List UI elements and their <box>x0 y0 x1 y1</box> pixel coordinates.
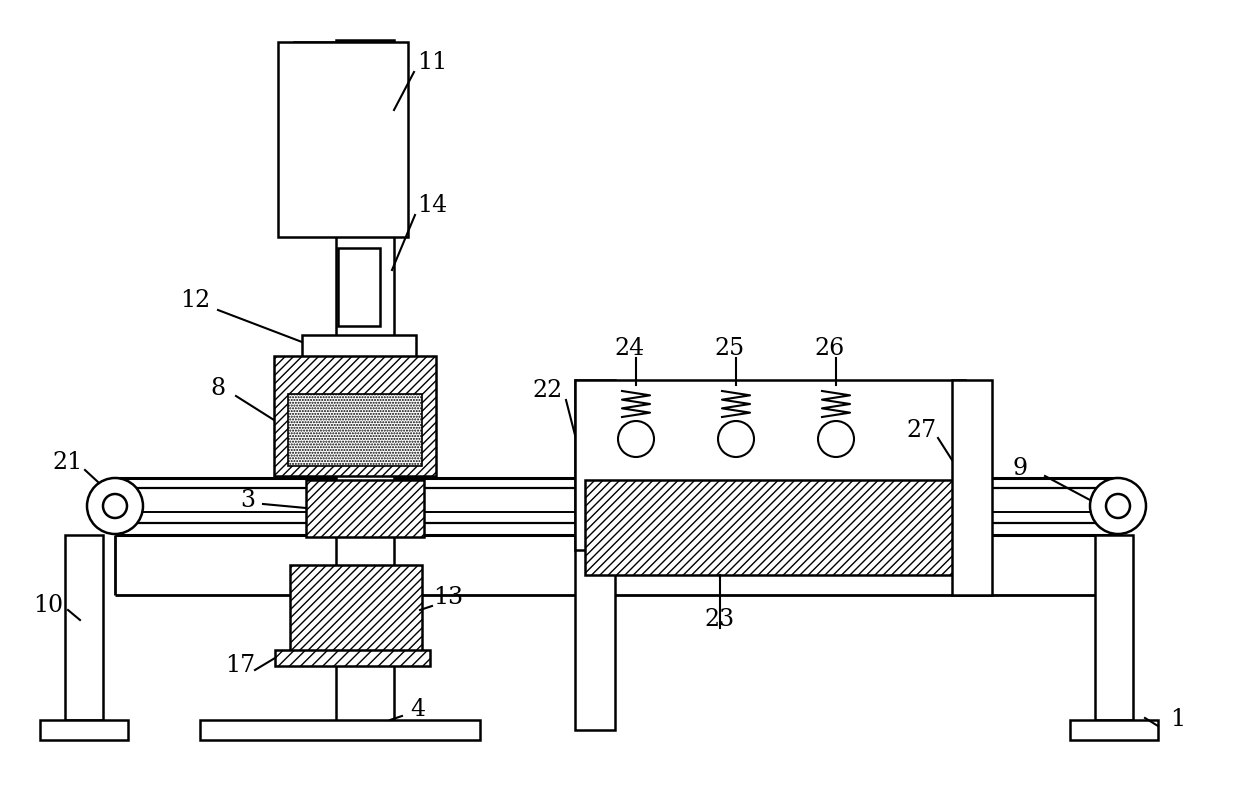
Circle shape <box>1090 478 1146 534</box>
Bar <box>336 40 394 730</box>
Bar <box>278 42 408 237</box>
Bar <box>294 42 394 172</box>
Bar <box>40 720 128 740</box>
Bar <box>1095 535 1133 720</box>
Bar <box>200 720 480 740</box>
Bar <box>275 650 430 666</box>
Bar <box>64 535 103 720</box>
Text: 21: 21 <box>53 451 83 474</box>
Text: 27: 27 <box>906 418 937 441</box>
Bar <box>575 380 965 550</box>
Text: 3: 3 <box>241 489 255 511</box>
Text: 17: 17 <box>224 653 255 677</box>
Circle shape <box>103 494 126 518</box>
Text: 10: 10 <box>33 593 63 616</box>
Bar <box>306 480 424 537</box>
Bar <box>274 356 436 476</box>
Bar <box>952 380 992 595</box>
Text: 12: 12 <box>180 288 210 311</box>
Bar <box>1070 720 1158 740</box>
Text: 23: 23 <box>704 608 735 631</box>
Text: 24: 24 <box>615 336 645 359</box>
Circle shape <box>818 421 854 457</box>
Circle shape <box>618 421 653 457</box>
Text: 26: 26 <box>815 336 846 359</box>
Text: 11: 11 <box>417 50 448 73</box>
Text: 13: 13 <box>433 586 463 609</box>
Bar <box>585 480 955 575</box>
Text: 9: 9 <box>1012 456 1028 480</box>
Text: 25: 25 <box>715 336 745 359</box>
Text: 14: 14 <box>417 194 448 217</box>
Text: 4: 4 <box>410 698 425 722</box>
Circle shape <box>1106 494 1130 518</box>
Bar <box>339 248 379 326</box>
Text: 22: 22 <box>533 378 563 402</box>
Circle shape <box>87 478 143 534</box>
Bar <box>290 565 422 655</box>
Text: 8: 8 <box>211 377 226 400</box>
Circle shape <box>718 421 754 457</box>
Bar <box>303 335 415 359</box>
Text: 1: 1 <box>1171 708 1185 731</box>
Bar <box>288 394 422 466</box>
Bar <box>575 380 615 730</box>
